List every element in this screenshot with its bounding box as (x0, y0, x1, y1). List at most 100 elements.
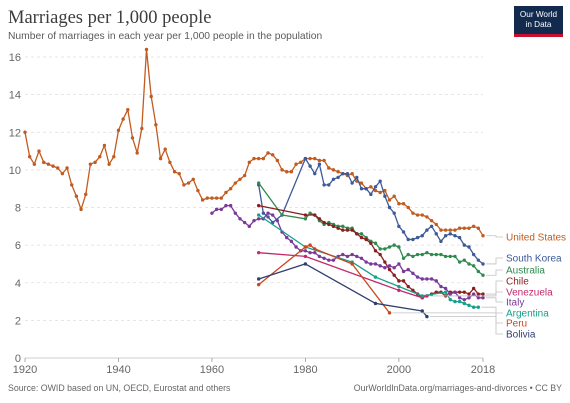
data-point (429, 224, 434, 229)
data-point (308, 211, 312, 215)
data-point (453, 290, 457, 294)
logo-line-2: in Data (525, 20, 552, 29)
data-point (149, 94, 153, 99)
data-point (294, 162, 298, 166)
data-point (102, 143, 107, 148)
data-point (401, 202, 406, 206)
data-point (378, 264, 382, 268)
data-point (401, 230, 406, 234)
data-point (364, 260, 368, 264)
series-label-peru: Peru (506, 319, 527, 330)
y-tick-label: 14 (9, 90, 21, 102)
data-point (219, 207, 223, 212)
data-point (107, 162, 111, 166)
data-point (411, 211, 415, 215)
data-point (383, 194, 387, 198)
data-point (289, 239, 294, 244)
data-point (341, 171, 345, 176)
leader-line (486, 269, 503, 276)
data-point (313, 250, 317, 255)
data-point (443, 290, 448, 294)
data-point (373, 185, 378, 189)
data-point (439, 228, 443, 232)
data-point (471, 305, 476, 309)
data-point (331, 177, 336, 181)
series-label-venezuela: Venezuela (506, 288, 553, 299)
data-point (434, 222, 438, 227)
data-point (467, 296, 471, 300)
data-point (224, 203, 228, 208)
data-point (453, 299, 457, 304)
data-point (471, 224, 476, 229)
data-point (453, 228, 457, 232)
data-point (411, 254, 415, 259)
y-tick-label: 10 (9, 165, 21, 177)
data-point (420, 277, 424, 281)
data-point (397, 284, 401, 289)
data-point (355, 232, 359, 236)
data-point (345, 254, 350, 259)
data-point (84, 192, 88, 197)
x-axis: 1920 1940 1960 1980 2000 2018 (13, 358, 495, 376)
data-point (387, 311, 392, 315)
data-point (331, 168, 336, 172)
data-point (280, 168, 284, 172)
data-point (406, 237, 410, 242)
data-point (317, 158, 322, 163)
data-point (60, 171, 65, 176)
data-point (397, 245, 401, 249)
owid-logo[interactable]: Our World in Data (514, 6, 563, 37)
leader-line (486, 280, 503, 295)
data-point (51, 164, 55, 168)
data-point (378, 247, 382, 251)
chart-subtitle: Number of marriages in each year per 1,0… (8, 31, 323, 42)
data-point (126, 107, 130, 112)
data-point (425, 314, 429, 319)
data-point (457, 226, 462, 230)
data-point (425, 277, 429, 281)
data-point (303, 245, 308, 249)
data-point (420, 234, 424, 238)
data-point (373, 188, 378, 193)
y-tick-label: 0 (15, 353, 21, 365)
data-point (88, 162, 93, 166)
data-point (172, 170, 177, 174)
source-url[interactable]: OurWorldInData.org/marriages-and-divorce… (353, 383, 562, 393)
data-point (392, 266, 396, 270)
data-point (439, 284, 443, 289)
series-label-argentina: Argentina (506, 309, 549, 320)
data-point (471, 264, 476, 268)
y-tick-label: 12 (9, 127, 21, 139)
data-point (476, 292, 481, 296)
data-point (476, 258, 481, 262)
data-point (481, 296, 485, 300)
data-point (210, 211, 214, 215)
data-point (214, 196, 219, 200)
data-point (429, 218, 434, 223)
data-point (425, 250, 429, 255)
data-point (303, 249, 308, 253)
data-point (420, 213, 424, 217)
data-point (443, 234, 448, 238)
series-labels: United States South KoreaAustraliaChileVe… (392, 233, 566, 341)
x-tick-label: 2000 (387, 364, 411, 376)
data-point (420, 294, 424, 298)
leader-line (429, 291, 503, 297)
data-point (228, 203, 233, 208)
y-tick-label: 16 (9, 52, 21, 64)
data-point (457, 235, 462, 240)
x-tick-label: 1940 (106, 364, 130, 376)
data-point (415, 213, 420, 217)
data-point (425, 215, 429, 219)
data-point (79, 207, 83, 212)
data-point (467, 226, 471, 230)
data-point (411, 237, 415, 242)
data-point (373, 275, 378, 279)
data-point (256, 250, 261, 255)
data-point (322, 183, 326, 187)
data-point (387, 267, 392, 272)
data-point (317, 162, 322, 166)
data-point (256, 203, 261, 208)
data-point (383, 260, 387, 264)
data-point (228, 186, 233, 191)
